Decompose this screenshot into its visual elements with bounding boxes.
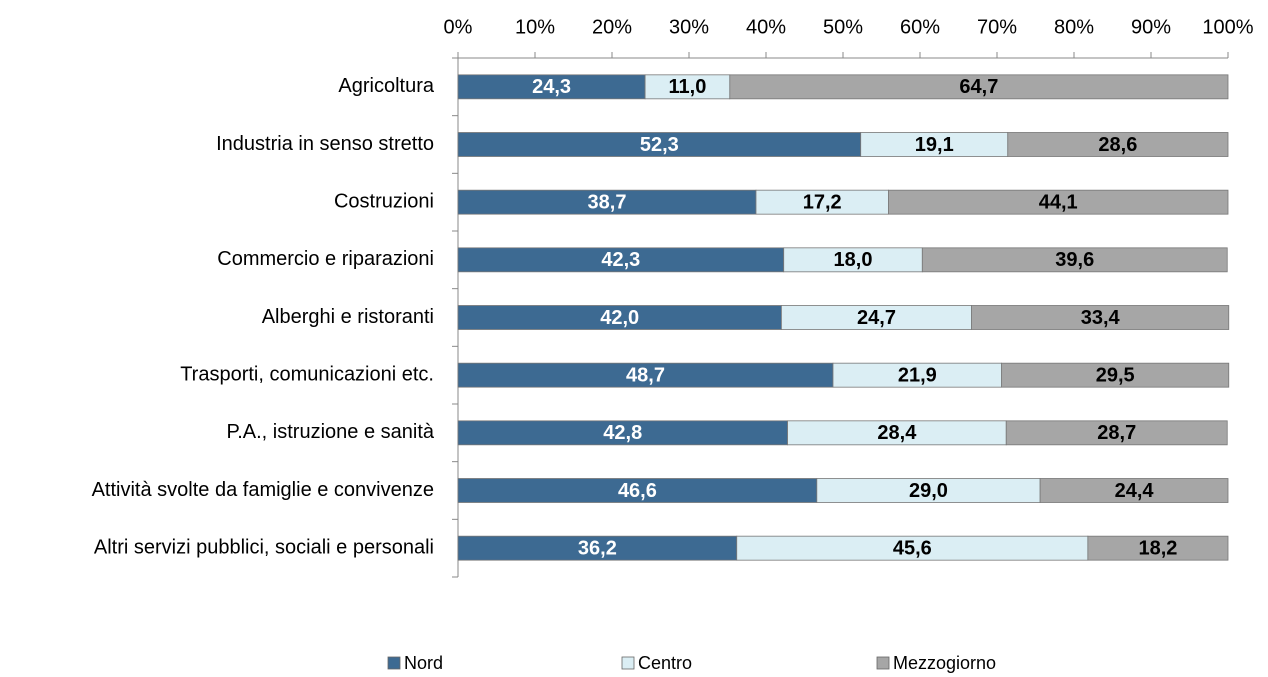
data-label: 24,4 bbox=[1115, 480, 1155, 502]
bar-segment bbox=[921, 247, 1228, 273]
data-label: 24,7 bbox=[857, 307, 896, 329]
bar-segment bbox=[1039, 478, 1229, 503]
legend-label: Nord bbox=[404, 653, 443, 673]
y-tick-label: Commercio e riparazioni bbox=[217, 248, 434, 270]
bar-segment bbox=[783, 247, 923, 273]
y-tick-label: Costruzioni bbox=[334, 190, 434, 212]
x-tick-label: 90% bbox=[1131, 16, 1171, 38]
bar-segment bbox=[457, 535, 738, 561]
data-label: 39,6 bbox=[1055, 249, 1094, 271]
legend-label: Centro bbox=[638, 653, 692, 673]
y-tick-label: Industria in senso stretto bbox=[216, 133, 434, 155]
bar-segment bbox=[1007, 132, 1229, 157]
bar-segment bbox=[457, 362, 834, 388]
x-tick-label: 100% bbox=[1202, 16, 1253, 38]
data-label: 42,0 bbox=[600, 307, 639, 329]
data-label: 28,4 bbox=[877, 422, 917, 444]
y-tick-label: Alberghi e ristoranti bbox=[262, 306, 434, 328]
legend-label: Mezzogiorno bbox=[893, 653, 996, 673]
data-label: 18,2 bbox=[1138, 537, 1177, 559]
bar-segment bbox=[860, 132, 1009, 157]
bar-segment bbox=[457, 305, 782, 330]
bar-segment bbox=[832, 362, 1003, 388]
y-tick-label: Agricoltura bbox=[338, 75, 434, 97]
data-label: 52,3 bbox=[640, 134, 679, 156]
data-label: 48,7 bbox=[626, 364, 665, 386]
bar-segment bbox=[971, 305, 1230, 330]
y-tick-label: Trasporti, comunicazioni etc. bbox=[180, 363, 434, 385]
data-label: 24,3 bbox=[532, 76, 571, 98]
legend-swatch bbox=[387, 656, 401, 670]
x-tick-label: 0% bbox=[444, 16, 473, 38]
bar-segment bbox=[457, 132, 862, 157]
data-label: 38,7 bbox=[588, 191, 627, 213]
data-label: 64,7 bbox=[959, 76, 998, 98]
data-label: 33,4 bbox=[1081, 307, 1121, 329]
x-tick-label: 20% bbox=[592, 16, 632, 38]
data-label: 11,0 bbox=[669, 76, 707, 98]
data-label: 21,9 bbox=[898, 364, 937, 386]
bar-segment bbox=[457, 247, 785, 273]
legend-swatch bbox=[876, 656, 890, 670]
data-label: 36,2 bbox=[578, 537, 617, 559]
bar-segment bbox=[781, 305, 972, 330]
x-tick-label: 50% bbox=[823, 16, 863, 38]
data-label: 28,6 bbox=[1098, 134, 1137, 156]
bar-segment bbox=[1005, 420, 1228, 446]
data-label: 29,0 bbox=[909, 480, 948, 502]
data-label: 17,2 bbox=[803, 191, 842, 213]
x-tick-label: 70% bbox=[977, 16, 1017, 38]
bar-segment bbox=[816, 478, 1041, 503]
bar-segment bbox=[755, 189, 889, 215]
bar-segment bbox=[457, 478, 818, 503]
x-tick-label: 40% bbox=[746, 16, 786, 38]
y-tick-label: P.A., istruzione e sanità bbox=[226, 421, 434, 443]
x-tick-label: 60% bbox=[900, 16, 940, 38]
x-tick-label: 30% bbox=[669, 16, 709, 38]
bar-segment bbox=[644, 74, 731, 100]
data-label: 42,8 bbox=[603, 422, 642, 444]
bar-segment bbox=[457, 74, 646, 100]
data-label: 42,3 bbox=[601, 249, 640, 271]
data-label: 19,1 bbox=[915, 134, 954, 156]
x-tick-label: 10% bbox=[515, 16, 555, 38]
bar-segment bbox=[736, 535, 1089, 561]
bar-segment bbox=[888, 189, 1229, 215]
data-label: 28,7 bbox=[1097, 422, 1136, 444]
data-label: 44,1 bbox=[1039, 191, 1078, 213]
data-label: 18,0 bbox=[834, 249, 873, 271]
y-tick-label: Altri servizi pubblici, sociali e person… bbox=[94, 536, 434, 558]
bar-segment bbox=[729, 74, 1229, 100]
bar-segment bbox=[1001, 362, 1230, 388]
data-label: 45,6 bbox=[893, 537, 932, 559]
bar-segment bbox=[1087, 535, 1229, 561]
bar-segment bbox=[457, 189, 757, 215]
y-tick-label: Attività svolte da famiglie e convivenze bbox=[92, 479, 434, 501]
data-label: 29,5 bbox=[1096, 364, 1135, 386]
x-tick-label: 80% bbox=[1054, 16, 1094, 38]
data-label: 46,6 bbox=[618, 480, 657, 502]
legend-swatch bbox=[621, 656, 635, 670]
